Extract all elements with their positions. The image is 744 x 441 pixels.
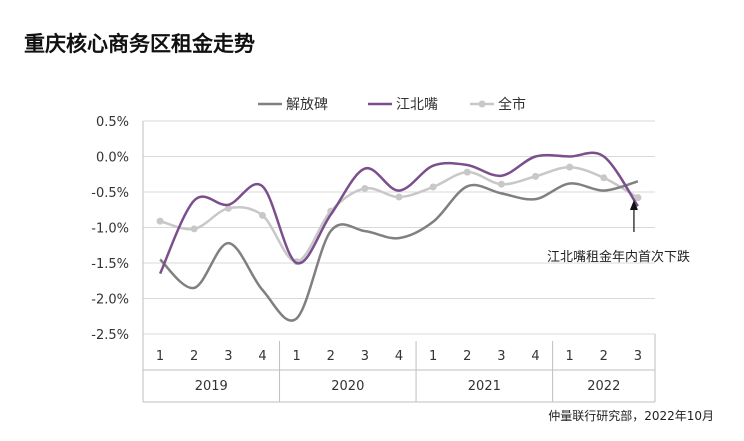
series-point-3 [395, 193, 403, 201]
series-line-2 [158, 151, 639, 275]
series-point-3 [258, 211, 266, 219]
x-tick-label: 1 [429, 349, 437, 364]
x-tick-label: 1 [156, 349, 164, 364]
x-tick-label: 3 [634, 349, 642, 364]
y-tick-label: -0.5% [91, 186, 129, 201]
legend-label-3: 全市 [498, 96, 526, 113]
x-tick-label: 2 [190, 349, 198, 364]
x-tick-label: 2 [327, 349, 335, 364]
annotation-text: 江北嘴租金年内首次下跌 [547, 249, 690, 265]
y-tick-label: -1.0% [91, 222, 129, 237]
series-point-3 [600, 174, 608, 182]
series-point-3 [634, 194, 642, 202]
series-point-3 [532, 172, 540, 180]
series-point-3 [463, 168, 471, 176]
series-point-3 [429, 183, 437, 191]
x-tick-label: 3 [224, 349, 232, 364]
annotation-arrowhead [629, 200, 638, 210]
x-tick-label: 2 [463, 349, 471, 364]
series-point-3 [156, 217, 164, 225]
x-tick-label: 4 [531, 349, 539, 364]
x-group-label: 2022 [587, 379, 620, 394]
y-tick-label: 0.0% [96, 151, 129, 166]
series-point-3 [566, 163, 574, 171]
series-line-3 [159, 165, 639, 263]
x-group-label: 2019 [195, 379, 228, 394]
x-tick-label: 4 [395, 349, 403, 364]
x-tick-label: 2 [600, 349, 608, 364]
y-tick-label: -2.5% [91, 328, 129, 343]
legend-label-1: 解放碑 [286, 97, 328, 113]
y-tick-label: 0.5% [96, 115, 129, 130]
chart-title: 重庆核心商务区租金走势 [24, 32, 255, 56]
source-note: 仲量联行研究部，2022年10月 [548, 409, 714, 423]
y-tick-label: -1.5% [91, 257, 129, 272]
x-tick-label: 3 [497, 349, 505, 364]
series-point-3 [497, 180, 505, 188]
legend-label-2: 江北嘴 [396, 97, 438, 113]
x-group-label: 2020 [331, 379, 364, 394]
x-tick-label: 1 [292, 349, 300, 364]
series-line-1 [159, 180, 639, 322]
legend-marker-3 [478, 100, 486, 108]
series-point-3 [361, 184, 369, 192]
x-tick-label: 1 [566, 349, 574, 364]
x-tick-label: 3 [361, 349, 369, 364]
x-tick-label: 4 [258, 349, 266, 364]
series-point-3 [190, 225, 198, 233]
series-point-3 [224, 204, 232, 212]
x-group-label: 2021 [468, 379, 501, 394]
y-tick-label: -2.0% [91, 293, 129, 308]
